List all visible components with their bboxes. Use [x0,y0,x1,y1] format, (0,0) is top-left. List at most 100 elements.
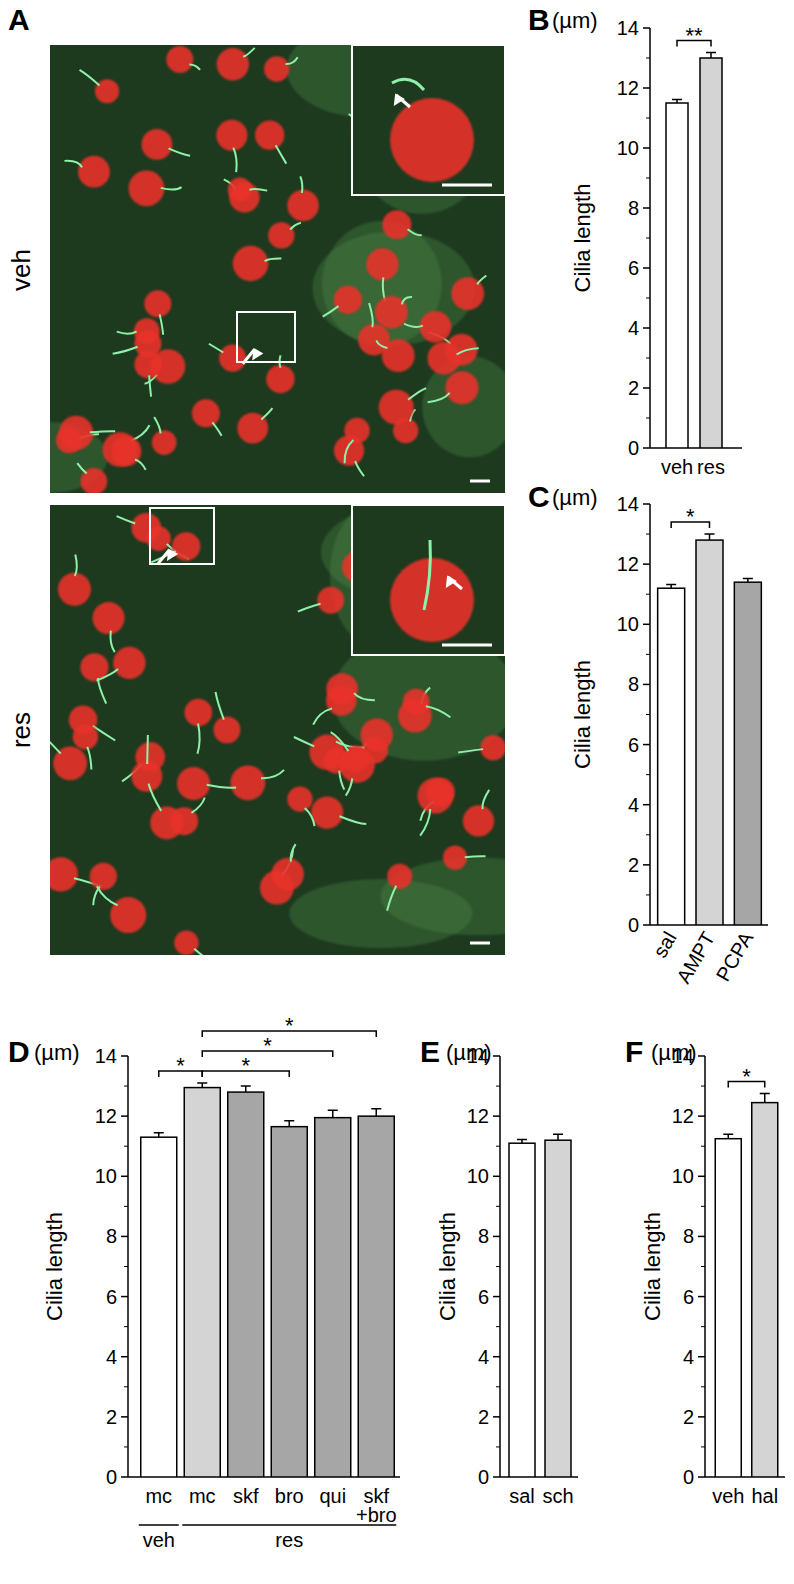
y-tick-label: 10 [95,1165,117,1187]
y-tick [493,1356,500,1358]
nucleus [185,699,213,727]
cilium [313,708,332,724]
scale-bar [470,480,490,483]
nucleus [266,365,294,393]
nucleus [174,931,198,955]
y-tick [121,1296,128,1298]
cilium [135,459,146,469]
x-tick-label: res [697,456,725,478]
label-line: mc [189,1485,216,1507]
y-tick-label: 8 [106,1225,117,1247]
y-tick-label: 10 [617,613,639,635]
y-tick-label: 12 [617,553,639,575]
x-tick-label: sal [509,1485,535,1507]
y-tick-label: 4 [628,794,639,816]
y-tick-label: 4 [106,1346,117,1368]
y-tick [643,563,650,565]
group-label: veh [143,1529,175,1551]
y-tick-label: 8 [478,1225,489,1247]
y-minor-tick [646,654,650,655]
cilium [117,516,136,523]
inset-cilium [392,79,424,90]
y-minor-tick [701,1446,705,1447]
nucleus [78,156,110,188]
cilium [261,770,284,778]
scale-bar [470,942,490,945]
cilium [323,306,339,316]
bar [228,1092,264,1477]
cilium [212,422,221,435]
cilium [305,808,315,826]
y-tick-label: 6 [106,1286,117,1308]
y-minor-tick [496,1086,500,1087]
x-tick-label: mc [145,1485,172,1507]
bar-chart: B(µm)Cilia length02468101214vehres** [528,3,742,478]
significance-label: ** [685,23,703,48]
cilium [355,461,364,476]
cilium [197,724,199,754]
y-tick-label: 10 [617,137,639,159]
y-minor-tick [646,534,650,535]
cilium [64,161,82,168]
bar-chart: C(µm)Cilia length02468101214salAMPTPCPA* [528,480,768,987]
significance-label: * [742,1064,751,1089]
cilium [233,148,236,172]
y-minor-tick [646,894,650,895]
label-line: qui [319,1485,346,1507]
bar-chart: E(µm)Cilia length02468101214salsch [420,1035,578,1507]
arrow-shaft [396,95,410,107]
nucleus [135,330,162,357]
y-tick [121,1356,128,1358]
y-minor-tick [701,1326,705,1327]
y-tick-label: 12 [467,1105,489,1127]
y-tick [643,864,650,866]
cilium [97,886,118,905]
x-tick-label: skf [233,1485,259,1507]
bar [184,1088,220,1477]
cilium [113,347,138,354]
cilium [261,408,272,419]
y-tick-label: 0 [628,437,639,459]
y-tick [643,804,650,806]
y-tick-label: 10 [467,1165,489,1187]
nucleus [317,587,344,614]
error-bar [760,1094,770,1103]
y-tick-label: 14 [617,17,639,39]
nucleus [231,765,266,800]
nucleus [172,532,200,560]
label-line: skf [233,1485,259,1507]
selection-box [150,508,214,564]
cilium [402,297,412,304]
y-tick-label: 4 [683,1346,694,1368]
error-bar [328,1110,338,1118]
y-minor-tick [701,1146,705,1147]
y-tick-label: 8 [628,197,639,219]
nucleus [111,436,141,466]
nucleus [113,647,145,679]
bar [752,1103,778,1477]
bar [358,1116,394,1477]
x-tick-label: hal [751,1485,778,1507]
error-bar [517,1140,527,1144]
x-tick-label: PCPA [712,927,758,984]
y-tick [643,744,650,746]
nucleus [95,79,119,103]
row-label: res [6,712,36,748]
y-minor-tick [646,418,650,419]
bars [658,534,762,925]
cilium [146,735,149,764]
y-tick [698,1236,705,1238]
y-tick [698,1115,705,1117]
y-tick-label: 2 [628,377,639,399]
bar [715,1139,741,1477]
group-label: res [275,1529,303,1551]
y-tick [643,387,650,389]
y-tick-label: 6 [628,257,639,279]
x-tick-label: skf+bro [356,1485,397,1526]
cilium [465,855,486,858]
y-tick-label: 4 [478,1346,489,1368]
y-tick [698,1176,705,1178]
error-bar [241,1086,251,1092]
y-tick [493,1416,500,1418]
y-tick [643,207,650,209]
